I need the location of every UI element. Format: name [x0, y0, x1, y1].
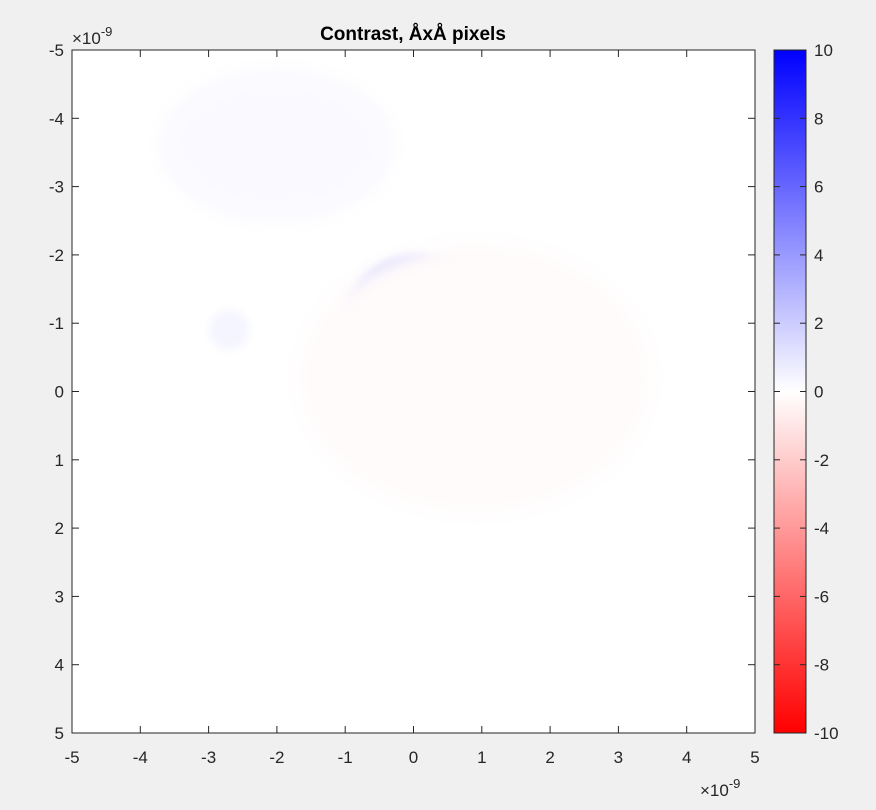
x-exponent-label: ×10-9: [700, 776, 740, 800]
y-tick-label: 3: [55, 587, 64, 606]
svg-text:×10-9: ×10-9: [700, 776, 740, 800]
colorbar-tick-label: -10: [814, 724, 839, 743]
colorbar-tick-label: -6: [814, 587, 829, 606]
colorbar-tick-label: -2: [814, 451, 829, 470]
colorbar-tick-label: 2: [814, 314, 823, 333]
feature-faint-red-halo: [297, 241, 653, 515]
x-axis-ticks: -5 -4 -3 -2 -1 0 1 2 3 4 5: [64, 50, 760, 767]
y-tick-label: 4: [55, 656, 64, 675]
y-tick-label: -5: [49, 41, 64, 60]
y-tick-label: -1: [49, 314, 64, 333]
feature-faint-upper-left-blob: [160, 70, 394, 221]
colorbar-tick-label: 10: [814, 41, 833, 60]
heatmap-plot-area: -5 -4 -3 -2 -1 0 1 2 3 4 5 -5 -4 -3 -2 -1 0 1 2 3 4 5: [49, 41, 760, 767]
y-exponent-base: ×10: [72, 29, 101, 48]
feature-faint-small-spot: [208, 309, 250, 351]
colorbar-ticks: 10 8 6 4 2 0 -2 -4 -6 -8 -10: [774, 41, 839, 743]
heatmap-features: [160, 70, 653, 515]
svg-text:×10-9: ×10-9: [72, 24, 112, 48]
x-tick-label: -1: [338, 748, 353, 767]
y-tick-label: -2: [49, 246, 64, 265]
colorbar-tick-label: 0: [814, 383, 823, 402]
x-tick-label: 4: [682, 748, 691, 767]
x-tick-label: 2: [545, 748, 554, 767]
x-tick-label: -4: [133, 748, 148, 767]
colorbar-tick-label: 8: [814, 109, 823, 128]
y-tick-label: 0: [55, 383, 64, 402]
colorbar-tick-label: 6: [814, 178, 823, 197]
x-tick-label: -5: [64, 748, 79, 767]
colorbar-tick-label: -4: [814, 519, 829, 538]
y-exponent-power: -9: [101, 24, 113, 39]
y-tick-label: 5: [55, 724, 64, 743]
x-tick-label: -2: [269, 748, 284, 767]
colorbar-tick-label: 4: [814, 246, 823, 265]
x-exponent-base: ×10: [700, 781, 729, 800]
x-tick-label: 3: [614, 748, 623, 767]
y-exponent-label: ×10-9: [72, 24, 112, 48]
x-tick-label: 1: [477, 748, 486, 767]
chart-title: Contrast, ÅxÅ pixels: [320, 24, 506, 45]
y-tick-label: 1: [55, 451, 64, 470]
colorbar-tick-label: -8: [814, 656, 829, 675]
x-tick-label: -3: [201, 748, 216, 767]
x-tick-label: 0: [409, 748, 418, 767]
colorbar: 10 8 6 4 2 0 -2 -4 -6 -8 -10: [773, 41, 839, 743]
x-tick-label: 5: [750, 748, 759, 767]
y-axis-ticks: -5 -4 -3 -2 -1 0 1 2 3 4 5: [49, 41, 755, 743]
y-tick-label: -3: [49, 178, 64, 197]
y-tick-label: -4: [49, 109, 64, 128]
y-tick-label: 2: [55, 519, 64, 538]
x-exponent-power: -9: [729, 776, 741, 791]
